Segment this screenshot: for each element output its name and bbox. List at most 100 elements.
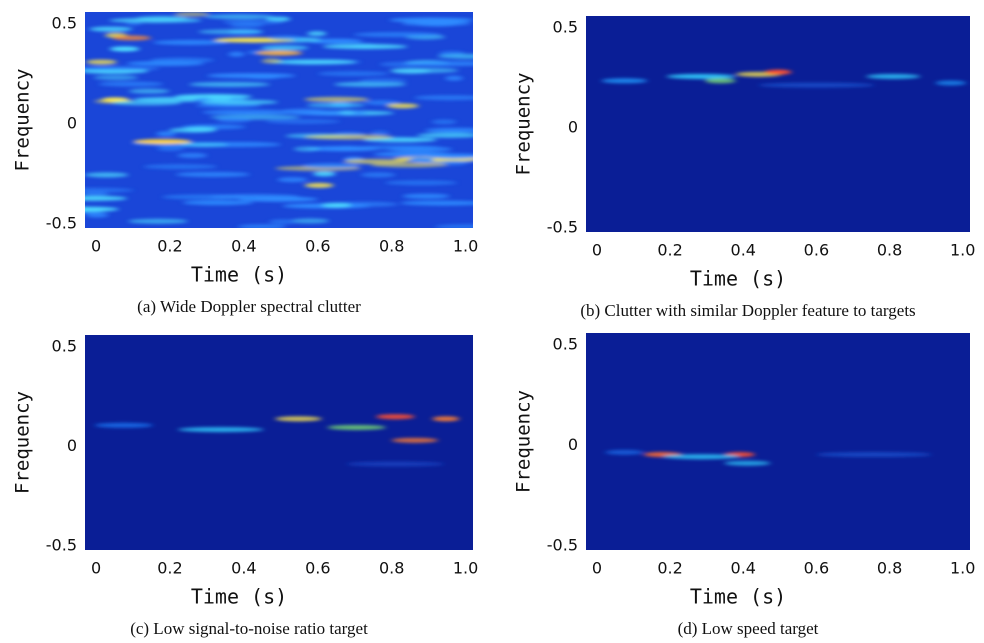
y-tick-label: -0.5	[46, 214, 77, 233]
x-tick-label: 0.4	[231, 559, 256, 578]
spectrum-streak	[866, 73, 921, 79]
spectrum-streak	[270, 59, 357, 65]
spectrum-streak	[128, 218, 188, 224]
spectrum-streak	[343, 158, 407, 164]
spectrum-streak	[339, 110, 355, 116]
spectrum-streak	[662, 454, 740, 460]
spectrum-streak	[302, 163, 361, 169]
spectrum-streak	[445, 75, 463, 81]
x-tick-label: 0.6	[804, 559, 829, 578]
spectrum	[85, 12, 473, 228]
y-axis-label: Frequency	[513, 73, 535, 176]
spectrum-streak	[322, 44, 408, 50]
spectrum-streak	[359, 144, 441, 150]
spectrum-streak	[143, 164, 218, 170]
spectrum-streak	[346, 461, 444, 467]
spectrum-streak	[128, 88, 170, 94]
spectrum-streak	[86, 59, 117, 65]
spectrum-streak	[174, 12, 210, 17]
y-tick-label: 0.5	[553, 18, 578, 37]
y-tick-label: -0.5	[547, 535, 578, 554]
y-axis-label: Frequency	[513, 390, 535, 493]
spectrum-streak	[255, 50, 303, 56]
x-tick-label: 0.8	[379, 237, 404, 256]
x-tick-label: 1.0	[453, 237, 478, 256]
spectrum-streak	[150, 57, 215, 63]
panel: 0 0.2 0.4 0.6 0.8 1.0 0.5 0 -0.5 Time (s) Frequenc…	[513, 333, 975, 638]
y-tick-label: -0.5	[46, 536, 77, 555]
spectrum-streak	[86, 212, 109, 218]
x-tick-label: 0.8	[877, 241, 902, 260]
x-tick-label: 1.0	[950, 241, 975, 260]
spectrum-streak	[198, 29, 264, 35]
spectrum-streak	[109, 17, 202, 23]
spectrum-streak	[204, 14, 274, 20]
spectrum-streak	[304, 182, 334, 188]
spectrum-streak	[758, 82, 875, 88]
spectrum-streak	[424, 127, 473, 133]
spectrum-streak	[408, 157, 434, 163]
spectrum-streak	[431, 119, 457, 125]
y-axis-label: Frequency	[12, 391, 34, 494]
spectrum-streak	[705, 78, 736, 84]
y-tick-label: 0.5	[553, 335, 578, 354]
y-tick-label: 0.5	[52, 336, 77, 355]
spectrum-streak	[601, 78, 648, 84]
x-tick-label: 0	[91, 559, 101, 578]
spectrum-streak	[414, 95, 473, 101]
spectrum-streak	[94, 422, 153, 428]
spectrum-streak	[816, 452, 932, 458]
spectrum-streak	[179, 142, 228, 148]
spectrum-streak	[376, 414, 415, 420]
x-tick-label: 1.0	[453, 559, 478, 578]
spectrum-streak	[724, 460, 771, 466]
x-tick-label: 0.4	[231, 237, 256, 256]
spectrum-streak	[177, 152, 208, 158]
x-tick-label: 0.6	[804, 241, 829, 260]
plot-area	[586, 333, 970, 550]
spectrum-streak	[401, 20, 471, 26]
x-tick-label: 1.0	[950, 559, 975, 578]
spectrum-streak	[109, 46, 140, 52]
spectrum-streak	[353, 32, 441, 38]
spectrum-streak	[275, 416, 322, 422]
panel: 0 0.2 0.4 0.6 0.8 1.0 0.5 0 -0.5 Time (s) Frequenc…	[12, 335, 478, 638]
spectrum-streak	[360, 172, 396, 178]
spectrum	[601, 69, 967, 88]
spectrum-streak	[178, 427, 264, 433]
spectrum-streak	[161, 194, 248, 200]
spectrum-streak	[437, 53, 473, 59]
spectrum-streak	[85, 206, 119, 212]
x-tick-label: 0.6	[305, 237, 330, 256]
caption: (d) Low speed target	[678, 619, 819, 638]
spectrum-streak	[261, 45, 309, 51]
spectrum-streak	[269, 219, 297, 225]
caption: (a) Wide Doppler spectral clutter	[137, 297, 361, 316]
y-tick-label: 0	[67, 436, 77, 455]
spectrum-streak	[202, 109, 295, 115]
spectrum-streak	[293, 146, 320, 152]
spectrum-streak	[935, 80, 967, 86]
x-tick-label: 0	[592, 241, 602, 260]
spectrum-streak	[321, 202, 352, 208]
caption: (b) Clutter with similar Doppler feature…	[580, 301, 915, 320]
x-axis-label: Time (s)	[191, 585, 287, 609]
spectrum-streak	[402, 193, 450, 199]
spectrum-streak	[93, 75, 138, 81]
spectrum-streak	[89, 26, 133, 32]
spectrum-streak	[317, 71, 389, 77]
spectrum-streak	[391, 68, 431, 74]
spectrum-streak	[189, 81, 270, 87]
y-tick-label: 0.5	[52, 14, 77, 33]
spectrum-streak	[432, 416, 460, 422]
x-tick-label: 0.2	[657, 559, 682, 578]
spectrum-streak	[308, 38, 363, 44]
y-tick-label: -0.5	[547, 218, 578, 237]
spectrum-streak	[313, 171, 336, 177]
spectrum-streak	[216, 117, 252, 123]
y-tick-label: 0	[568, 118, 578, 137]
spectrum-streak	[290, 218, 330, 224]
x-tick-label: 0.8	[877, 559, 902, 578]
spectrum-streak	[333, 145, 362, 151]
